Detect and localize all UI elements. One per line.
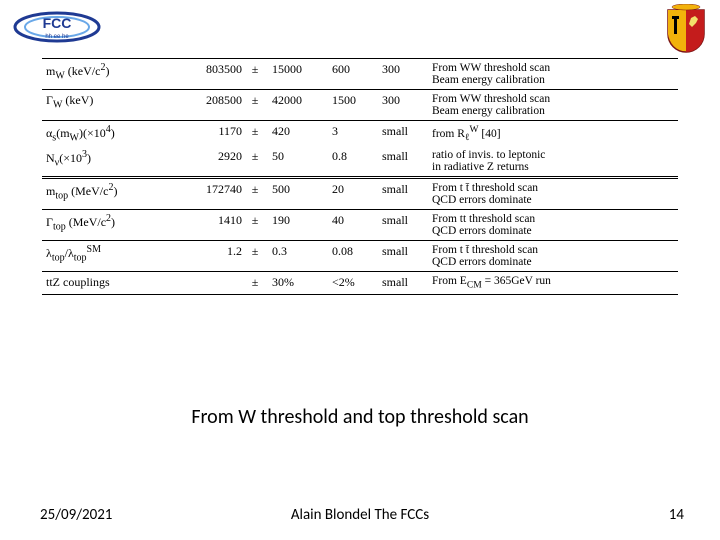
stat-cell: 600 (328, 59, 378, 90)
error-cell: 30% (268, 272, 328, 294)
stat-cell: 40 (328, 210, 378, 241)
observable-cell: Nν(×103) (42, 146, 172, 178)
error-cell: 0.3 (268, 241, 328, 272)
caption-text: From W threshold and top threshold scan (0, 405, 720, 429)
method-cell: from RℓW [40] (428, 121, 678, 147)
table-row: mW (keV/c2)803500±15000600300From WW thr… (42, 59, 678, 90)
observable-cell: Γtop (MeV/c2) (42, 210, 172, 241)
observable-cell: mtop (MeV/c2) (42, 178, 172, 210)
svg-text:FCC: FCC (43, 15, 72, 31)
method-cell: From WW threshold scanBeam energy calibr… (428, 59, 678, 90)
syst-cell: small (378, 121, 428, 147)
value-cell (172, 272, 242, 294)
stat-cell: 1500 (328, 90, 378, 121)
method-cell: From t t̄ threshold scanQCD errors domin… (428, 178, 678, 210)
footer-page: 14 (669, 506, 684, 524)
syst-cell: small (378, 241, 428, 272)
syst-cell: small (378, 210, 428, 241)
value-cell: 2920 (172, 146, 242, 178)
error-cell: 500 (268, 178, 328, 210)
value-cell: 1.2 (172, 241, 242, 272)
error-cell: 420 (268, 121, 328, 147)
footer-center: Alain Blondel The FCCs (0, 506, 720, 524)
table-row: ttZ couplings ±30%<2%smallFrom ECM = 365G… (42, 272, 678, 294)
svg-text:hh ee he: hh ee he (45, 34, 69, 40)
error-cell: 190 (268, 210, 328, 241)
pm-cell: ± (242, 59, 268, 90)
observable-cell: αs(mW)(×104) (42, 121, 172, 147)
value-cell: 208500 (172, 90, 242, 121)
stat-cell: 20 (328, 178, 378, 210)
stat-cell: 0.8 (328, 146, 378, 178)
stat-cell: 0.08 (328, 241, 378, 272)
value-cell: 172740 (172, 178, 242, 210)
stat-cell: 3 (328, 121, 378, 147)
syst-cell: small (378, 178, 428, 210)
fcc-logo: FCC hh ee he (12, 8, 102, 46)
value-cell: 803500 (172, 59, 242, 90)
syst-cell: small (378, 146, 428, 178)
table-row: Nν(×103)2920±500.8smallratio of invis. t… (42, 146, 678, 178)
method-cell: From WW threshold scanBeam energy calibr… (428, 90, 678, 121)
pm-cell: ± (242, 121, 268, 147)
pm-cell: ± (242, 272, 268, 294)
table-row: λtop/λtopSM1.2±0.30.08smallFrom t t̄ thr… (42, 241, 678, 272)
pm-cell: ± (242, 241, 268, 272)
pm-cell: ± (242, 210, 268, 241)
syst-cell: 300 (378, 59, 428, 90)
method-cell: From t t̄ threshold scanQCD errors domin… (428, 241, 678, 272)
error-cell: 42000 (268, 90, 328, 121)
method-cell: From tt threshold scanQCD errors dominat… (428, 210, 678, 241)
observable-cell: ΓW (keV) (42, 90, 172, 121)
value-cell: 1170 (172, 121, 242, 147)
error-cell: 50 (268, 146, 328, 178)
stat-cell: <2% (328, 272, 378, 294)
table-row: αs(mW)(×104)1170±4203smallfrom RℓW [40] (42, 121, 678, 147)
table-row: Γtop (MeV/c2)1410±19040smallFrom tt thre… (42, 210, 678, 241)
syst-cell: 300 (378, 90, 428, 121)
error-cell: 15000 (268, 59, 328, 90)
observable-cell: ttZ couplings (42, 272, 172, 294)
observable-cell: mW (keV/c2) (42, 59, 172, 90)
pm-cell: ± (242, 90, 268, 121)
table-row: mtop (MeV/c2)172740±50020smallFrom t t̄ … (42, 178, 678, 210)
geneva-crest-icon (664, 4, 708, 56)
observable-cell: λtop/λtopSM (42, 241, 172, 272)
precision-table: mW (keV/c2)803500±15000600300From WW thr… (42, 58, 678, 295)
pm-cell: ± (242, 178, 268, 210)
table-row: ΓW (keV)208500±420001500300From WW thres… (42, 90, 678, 121)
pm-cell: ± (242, 146, 268, 178)
method-cell: From ECM = 365GeV run (428, 272, 678, 294)
table-bottom-rule (42, 294, 678, 295)
method-cell: ratio of invis. to leptonicin radiative … (428, 146, 678, 178)
syst-cell: small (378, 272, 428, 294)
value-cell: 1410 (172, 210, 242, 241)
